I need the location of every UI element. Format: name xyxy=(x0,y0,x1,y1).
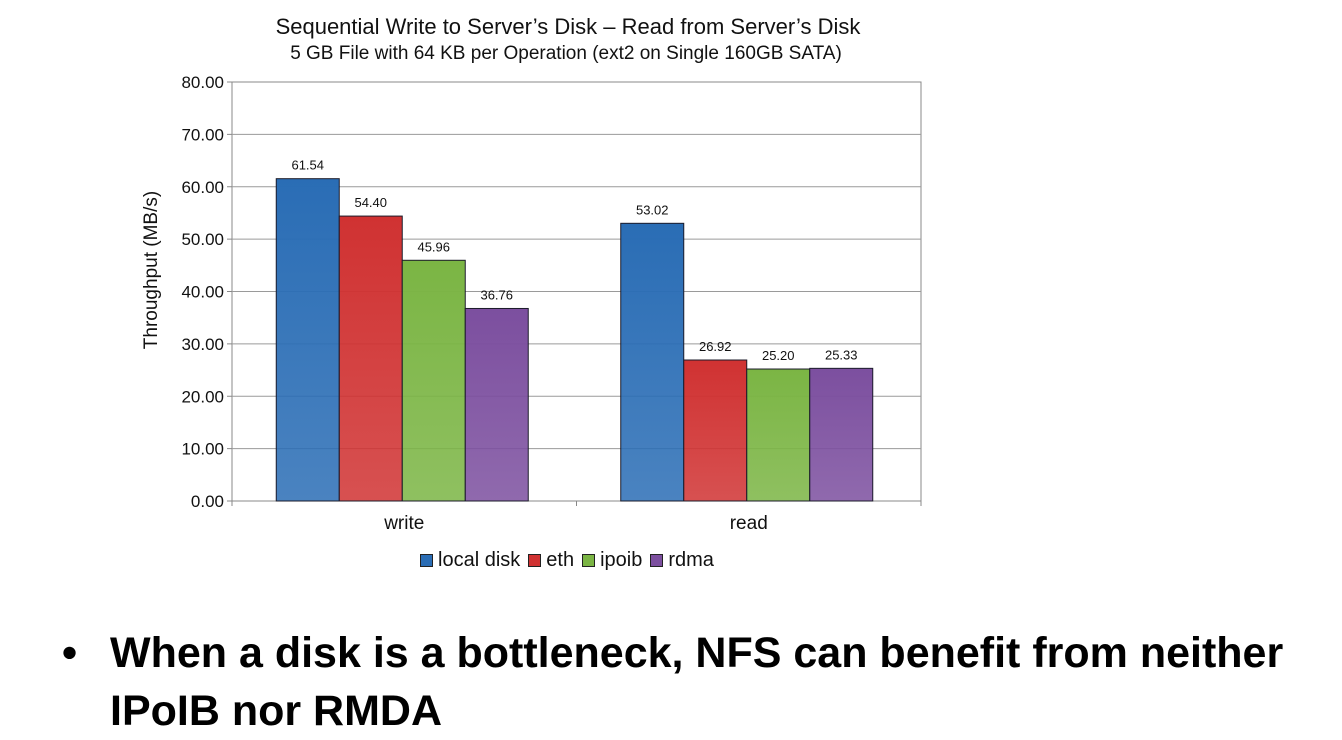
data-label: 54.40 xyxy=(354,195,387,210)
legend-label-eth: eth xyxy=(546,549,575,571)
data-label: 61.54 xyxy=(291,158,324,173)
y-tick-label: 50.00 xyxy=(181,230,224,249)
bar-rdma-read xyxy=(809,367,874,502)
data-label: 25.20 xyxy=(762,348,795,363)
legend-item-eth: eth xyxy=(528,549,574,572)
legend-swatch-ipoib xyxy=(582,554,596,567)
y-tick-label: 70.00 xyxy=(181,125,224,144)
bar-ipoib-read xyxy=(746,368,811,502)
y-tick-label: 60.00 xyxy=(181,178,224,197)
y-tick-label: 30.00 xyxy=(181,335,224,354)
data-label: 26.92 xyxy=(699,339,732,354)
legend-swatch-local-disk xyxy=(420,554,433,567)
chart-title: Sequential Write to Server’s Disk – Read… xyxy=(275,14,861,39)
data-label: 36.76 xyxy=(480,287,513,302)
bar-local-disk-read xyxy=(620,222,685,502)
x-category-label: read xyxy=(730,513,768,534)
legend-label-local-disk: local disk xyxy=(438,549,521,571)
legend-label-ipoib: ipoib xyxy=(600,549,643,571)
data-label: 25.33 xyxy=(825,347,858,362)
bar-rdma-write xyxy=(464,307,529,502)
legend-item-ipoib: ipoib xyxy=(582,549,642,572)
legend-item-rdma: rdma xyxy=(650,549,714,572)
y-tick-label: 80.00 xyxy=(181,73,224,92)
chart-subtitle: 5 GB File with 64 KB per Operation (ext2… xyxy=(290,43,842,64)
bar-ipoib-write xyxy=(401,259,466,502)
data-label: 53.02 xyxy=(636,202,669,217)
bullet-symbol: • xyxy=(62,629,78,677)
chart-legend: local disk eth ipoib rdma xyxy=(420,549,722,572)
bar-local-disk-write xyxy=(275,178,340,502)
bar-eth-write xyxy=(338,215,403,502)
legend-swatch-eth xyxy=(528,554,542,567)
data-label: 45.96 xyxy=(417,239,450,254)
y-tick-label: 40.00 xyxy=(181,283,224,302)
bar-chart: 0.00 10.00 20.00 30.00 40.00 50.00 60.00 70.00 8… xyxy=(181,73,922,534)
legend-swatch-rdma xyxy=(650,554,664,567)
bar-eth-read xyxy=(683,359,748,502)
legend-item-local-disk: local disk xyxy=(420,549,520,572)
x-category-label: write xyxy=(383,513,424,534)
y-tick-label: 20.00 xyxy=(181,387,224,406)
legend-label-rdma: rdma xyxy=(668,549,714,571)
y-tick-label: 10.00 xyxy=(181,440,224,459)
y-tick-label: 0.00 xyxy=(191,492,224,511)
bullet-text: When a disk is a bottleneck, NFS can ben… xyxy=(110,629,1284,735)
